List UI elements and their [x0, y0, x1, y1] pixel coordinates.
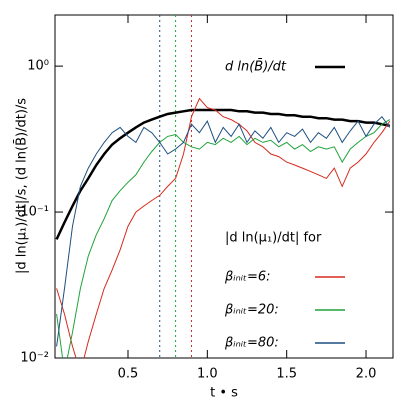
x-tick-label: 0.5	[118, 367, 139, 382]
series-line	[55, 108, 391, 240]
series-line	[56, 115, 391, 347]
legend-label: d ln(B̄)/dt	[225, 59, 287, 74]
x-tick-label: 2.0	[356, 367, 377, 382]
series-line	[56, 119, 391, 358]
y-tick-label: 10⁻²	[20, 351, 49, 366]
y-axis-label: |d ln(μ₁)/dt|/s, (d ln(B̄)/dt)/s	[14, 98, 29, 274]
legend-label: βᵢₙᵢₜ=6:	[224, 270, 271, 285]
plot-frame	[54, 14, 394, 359]
legend-label: βᵢₙᵢₜ=20:	[224, 303, 279, 318]
x-axis-label: t • s	[210, 386, 238, 401]
legend-label: βᵢₙᵢₜ=80:	[224, 336, 279, 351]
x-tick-label: 1.0	[197, 367, 218, 382]
series-line	[56, 97, 391, 358]
y-tick-label: 10⁰	[27, 59, 49, 74]
plot-area	[55, 15, 391, 358]
y-tick-label: 10⁻¹	[20, 205, 49, 220]
x-tick-label: 1.5	[276, 367, 297, 382]
legend-heading: |d ln(μ₁)/dt| for	[225, 231, 322, 246]
